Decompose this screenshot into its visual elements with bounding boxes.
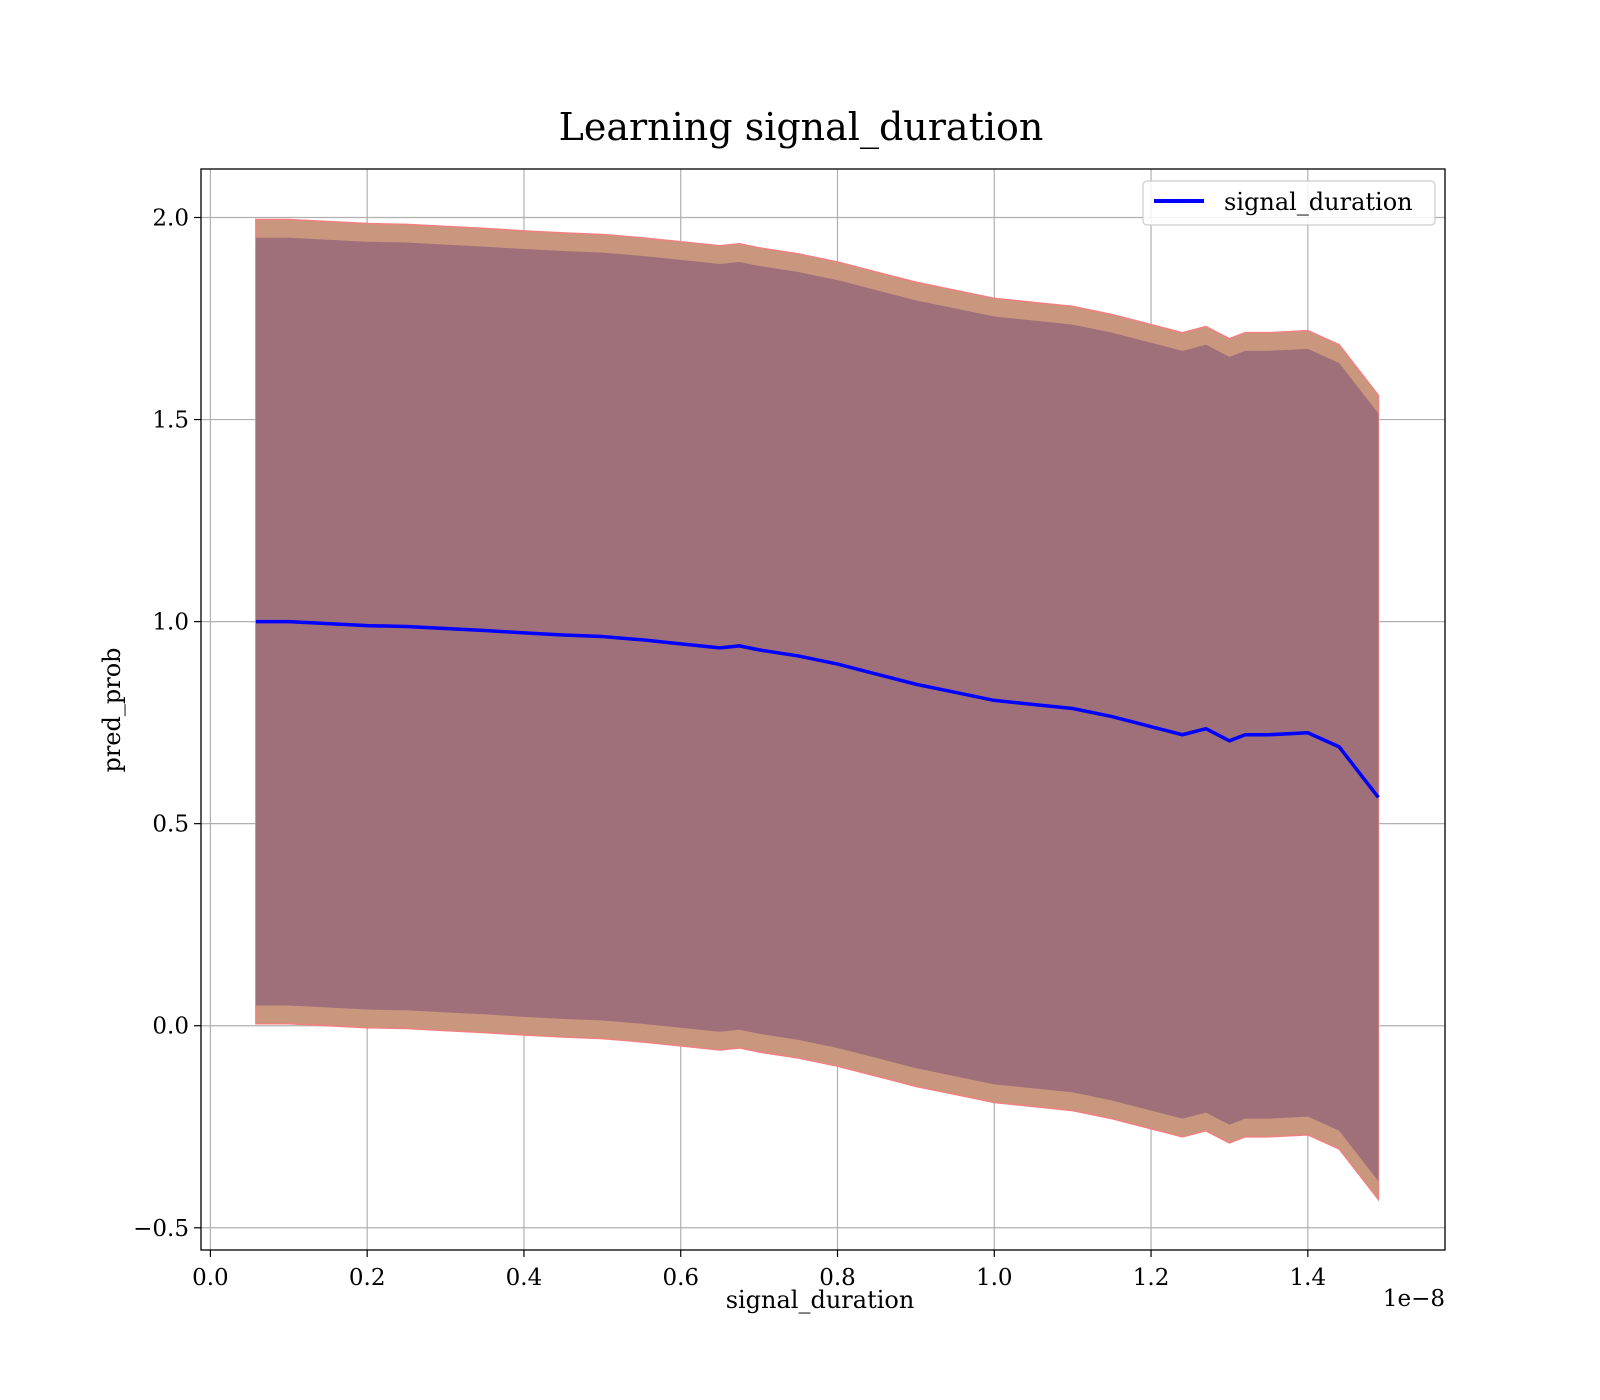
x-offset-label: 1e−8 (1383, 1286, 1445, 1312)
y-tick-label: 0.0 (152, 1014, 189, 1040)
y-tick-label: 1.5 (152, 408, 189, 434)
x-tick-label: 0.0 (192, 1265, 229, 1291)
x-tick-label: 0.4 (506, 1265, 543, 1291)
y-tick-label: −0.5 (133, 1216, 189, 1242)
legend: signal_duration (1142, 180, 1436, 226)
y-tick-label: 0.5 (152, 812, 189, 838)
inner-band (255, 237, 1379, 1182)
x-tick-label: 0.6 (662, 1265, 699, 1291)
plot-frame (200, 168, 1446, 1251)
series-lines (255, 619, 1380, 799)
x-tick-label: 1.4 (1290, 1265, 1327, 1291)
x-tick-label: 1.0 (976, 1265, 1013, 1291)
y-tick-label: 2.0 (152, 205, 189, 231)
y-tick-label: 1.0 (152, 610, 189, 636)
x-tick-label: 1.2 (1133, 1265, 1170, 1291)
legend-entry-label: signal_duration (1224, 188, 1413, 216)
chart-title: Learning signal_duration (559, 105, 1044, 150)
series-line-signal-duration (255, 619, 1380, 799)
tick-labels: 0.0 0.2 0.4 0.6 0.8 1.0 1.2 1.4−0.50.00.51.01.5… (133, 205, 1326, 1291)
legend-box (1142, 180, 1436, 226)
x-tick-label: 0.2 (349, 1265, 386, 1291)
x-tick-label: 0.8 (819, 1265, 856, 1291)
y-axis-label: pred_prob (98, 647, 126, 772)
x-axis-label: signal_duration (726, 1286, 915, 1314)
confidence-bands (255, 218, 1380, 1202)
axes (194, 168, 1446, 1257)
